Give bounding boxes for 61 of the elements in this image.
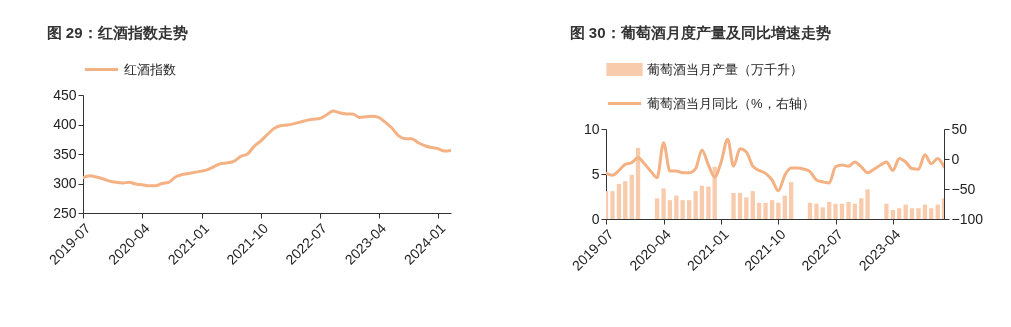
bar xyxy=(859,198,864,219)
bar xyxy=(852,203,857,219)
y2-tick-label: 0 xyxy=(951,150,960,167)
bar xyxy=(929,208,934,219)
y-tick-label: 350 xyxy=(53,145,77,162)
bar xyxy=(756,202,762,219)
bar xyxy=(827,201,832,219)
bar xyxy=(833,203,838,219)
bar xyxy=(788,182,794,219)
y-tick-label: 250 xyxy=(53,204,77,221)
legend-label: 红酒指数 xyxy=(124,61,176,77)
y2-tick-label: −100 xyxy=(951,210,984,227)
bar xyxy=(909,208,915,219)
bar xyxy=(935,204,940,219)
bar xyxy=(890,210,896,219)
chart-title: 图 29：红酒指数走势 xyxy=(46,24,188,41)
y-tick-label: 300 xyxy=(53,175,77,191)
y-tick-label: 5 xyxy=(591,165,600,182)
bar xyxy=(744,197,749,219)
bar xyxy=(629,174,634,219)
bar xyxy=(769,200,775,219)
bar xyxy=(846,201,851,219)
bar xyxy=(686,200,692,219)
bar xyxy=(897,208,902,219)
bar xyxy=(731,192,736,219)
bar xyxy=(807,202,813,219)
y-tick-label: 400 xyxy=(53,116,77,132)
bar xyxy=(839,203,845,219)
y2-tick-label: 50 xyxy=(951,120,968,137)
bar xyxy=(814,203,819,219)
bar xyxy=(763,202,768,219)
legend-label: 葡萄酒当月产量（万千升） xyxy=(647,61,803,77)
bar xyxy=(667,200,673,219)
bar xyxy=(693,191,698,219)
y-tick-label: 0 xyxy=(591,210,600,227)
chart-title: 图 30：葡萄酒月度产量及同比增速走势 xyxy=(569,24,831,41)
bar xyxy=(737,192,743,219)
bar xyxy=(616,183,622,219)
bar xyxy=(941,198,944,219)
bar xyxy=(661,188,666,219)
bar xyxy=(610,191,615,219)
bar xyxy=(706,186,711,219)
bar xyxy=(750,191,755,219)
bar xyxy=(865,189,870,219)
bar xyxy=(922,204,928,219)
y-tick-label: 450 xyxy=(53,86,77,103)
bar xyxy=(903,204,908,219)
bar xyxy=(606,191,609,219)
bar xyxy=(884,203,889,219)
bar xyxy=(776,202,781,219)
bar xyxy=(623,181,628,219)
y2-tick-label: −50 xyxy=(951,180,976,197)
legend-label: 葡萄酒当月同比（%，右轴） xyxy=(647,95,815,111)
line-series xyxy=(83,109,451,188)
line-series xyxy=(606,137,944,193)
bar xyxy=(699,185,705,219)
bar xyxy=(782,195,788,219)
bar xyxy=(654,198,660,219)
bar xyxy=(820,207,825,219)
bar xyxy=(916,208,921,219)
y-tick-label: 10 xyxy=(583,120,600,137)
